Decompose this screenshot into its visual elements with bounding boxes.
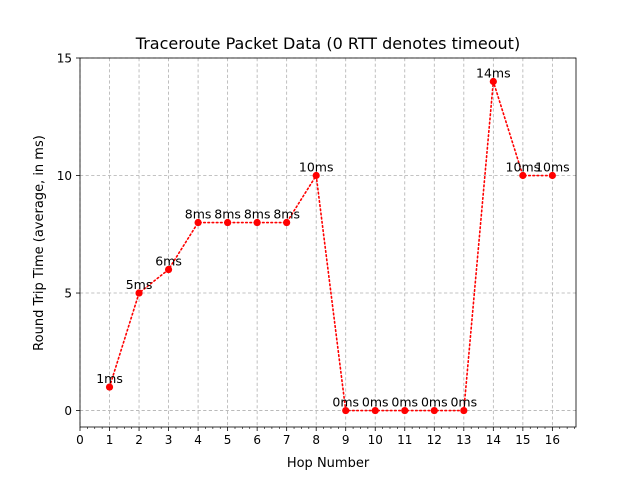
data-label: 0ms xyxy=(391,395,418,410)
data-label: 8ms xyxy=(244,207,271,222)
data-label: 0ms xyxy=(450,395,477,410)
x-axis-label: Hop Number xyxy=(287,456,370,471)
data-point xyxy=(371,406,379,415)
series-layer xyxy=(105,77,556,415)
data-label: 1ms xyxy=(96,371,123,386)
x-tick-label: 3 xyxy=(165,433,173,447)
x-tick-label: 16 xyxy=(545,433,560,447)
chart-title: Traceroute Packet Data (0 RTT denotes ti… xyxy=(135,34,520,53)
x-tick-label: 11 xyxy=(397,433,412,447)
grid xyxy=(79,57,576,427)
data-label: 0ms xyxy=(362,395,389,410)
data-point xyxy=(519,171,527,180)
x-tick-label: 2 xyxy=(135,433,143,447)
series-line xyxy=(108,81,554,412)
y-axis-label: Round Trip Time (average, in ms) xyxy=(32,135,47,351)
x-tick-label: 5 xyxy=(224,433,232,447)
x-tick-label: 12 xyxy=(427,433,442,447)
x-tick-label: 15 xyxy=(515,433,530,447)
data-point xyxy=(253,218,261,227)
data-label: 0ms xyxy=(332,395,359,410)
data-point xyxy=(342,406,350,415)
data-label: 8ms xyxy=(185,207,212,222)
data-label: 8ms xyxy=(214,207,241,222)
data-point xyxy=(489,77,497,86)
plot-frame xyxy=(79,57,577,428)
data-point xyxy=(224,218,232,227)
data-label: 5ms xyxy=(126,277,153,292)
x-tick-label: 4 xyxy=(194,433,202,447)
data-label: 0ms xyxy=(421,395,448,410)
data-point xyxy=(312,171,320,180)
y-tick-label: 5 xyxy=(64,287,72,301)
data-label: 10ms xyxy=(506,160,541,175)
data-point xyxy=(548,171,556,180)
y-tick-label: 0 xyxy=(64,404,72,418)
x-tick-label: 9 xyxy=(342,433,350,447)
x-axis-ticks: 0 1 2 3 4 5 6 7 8 9 10 11 12 13 14 15 16 xyxy=(76,427,560,447)
data-label: 8ms xyxy=(273,207,300,222)
y-tick-label: 15 xyxy=(57,52,72,66)
data-label: 6ms xyxy=(155,254,182,269)
data-point xyxy=(430,406,438,415)
x-tick-label: 10 xyxy=(368,433,383,447)
x-tick-label: 13 xyxy=(456,433,471,447)
data-point xyxy=(460,406,468,415)
x-tick-label: 7 xyxy=(283,433,291,447)
data-point xyxy=(105,383,114,391)
x-tick-label: 8 xyxy=(312,433,320,447)
x-tick-label: 14 xyxy=(486,433,501,447)
data-point xyxy=(164,265,173,274)
data-point xyxy=(401,406,409,415)
data-point xyxy=(283,218,291,227)
data-point xyxy=(135,289,143,297)
y-tick-label: 10 xyxy=(57,169,72,183)
x-tick-label: 1 xyxy=(106,433,114,447)
data-label: 10ms xyxy=(535,160,570,175)
data-point xyxy=(194,218,202,227)
x-tick-label: 0 xyxy=(76,433,84,447)
data-label: 10ms xyxy=(299,160,334,175)
x-tick-label: 6 xyxy=(253,433,261,447)
data-label: 14ms xyxy=(476,66,511,81)
y-axis-ticks: 0 5 10 15 xyxy=(57,52,80,418)
